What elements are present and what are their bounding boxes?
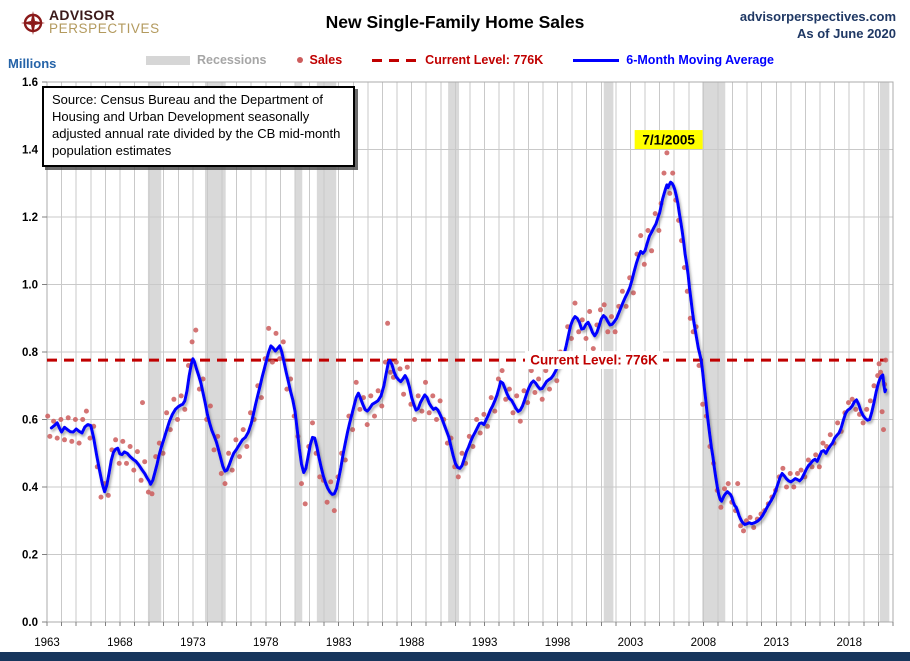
legend-swatch-line-icon bbox=[573, 58, 620, 62]
footer-bar bbox=[0, 652, 910, 661]
svg-text:1963: 1963 bbox=[34, 637, 60, 649]
svg-text:Current Level: 776K: Current Level: 776K bbox=[530, 353, 658, 368]
svg-text:7/1/2005: 7/1/2005 bbox=[642, 133, 695, 148]
header-right-block: advisorperspectives.com As of June 2020 bbox=[740, 8, 896, 42]
svg-text:0.8: 0.8 bbox=[22, 347, 39, 359]
moving-average-line bbox=[49, 180, 888, 526]
svg-text:1978: 1978 bbox=[253, 637, 279, 649]
svg-text:0.6: 0.6 bbox=[22, 415, 38, 427]
svg-text:1.4: 1.4 bbox=[22, 145, 39, 157]
source-annotation: Source: Census Bureau and the Department… bbox=[42, 86, 355, 167]
site-link[interactable]: advisorperspectives.com bbox=[739, 9, 896, 24]
current-level-label: Current Level: 776K bbox=[524, 351, 663, 370]
legend-label: Sales bbox=[309, 53, 343, 67]
as-of-date: As of June 2020 bbox=[797, 26, 896, 41]
sales-scatter bbox=[45, 150, 889, 534]
legend-item-recessions: Recessions bbox=[146, 53, 267, 67]
svg-text:2013: 2013 bbox=[764, 637, 790, 649]
svg-text:1.6: 1.6 bbox=[22, 77, 38, 89]
svg-text:0.2: 0.2 bbox=[22, 550, 38, 562]
svg-text:2018: 2018 bbox=[836, 637, 862, 649]
legend-label: 6-Month Moving Average bbox=[626, 53, 774, 67]
svg-text:1993: 1993 bbox=[472, 637, 498, 649]
legend-item-current-level-776k: Current Level: 776K bbox=[372, 53, 543, 67]
advisor-perspectives-logo: ADVISOR PERSPECTIVES bbox=[20, 7, 160, 36]
page-title: New Single-Family Home Sales bbox=[325, 12, 585, 32]
legend-item-6-month-moving-average: 6-Month Moving Average bbox=[573, 53, 774, 67]
chart-legend: Recessions Sales Current Level: 776K 6-Mont… bbox=[120, 53, 800, 67]
peak-annotation: 7/1/2005 bbox=[634, 130, 703, 150]
y-axis-units-label: Millions bbox=[8, 56, 57, 71]
legend-item-sales: Sales bbox=[296, 53, 343, 67]
legend-swatch-band-icon bbox=[146, 55, 191, 65]
svg-text:1968: 1968 bbox=[107, 637, 133, 649]
svg-text:1.0: 1.0 bbox=[22, 280, 38, 292]
svg-text:2008: 2008 bbox=[691, 637, 717, 649]
svg-text:1973: 1973 bbox=[180, 637, 206, 649]
svg-text:1.2: 1.2 bbox=[22, 212, 38, 224]
svg-text:0.0: 0.0 bbox=[22, 617, 38, 629]
legend-label: Current Level: 776K bbox=[425, 53, 544, 67]
legend-swatch-dot-icon bbox=[296, 57, 303, 63]
logo-perspectives-text: PERSPECTIVES bbox=[49, 21, 160, 36]
svg-text:2003: 2003 bbox=[618, 637, 644, 649]
x-axis-labels: 1963 1968 1973 1978 1983 1988 1993 1998 2003 2008… bbox=[34, 637, 862, 649]
legend-swatch-dash-icon bbox=[372, 58, 419, 62]
svg-text:0.4: 0.4 bbox=[22, 482, 39, 494]
svg-text:1988: 1988 bbox=[399, 637, 425, 649]
compass-rose-icon bbox=[21, 11, 45, 35]
svg-text:1998: 1998 bbox=[545, 637, 571, 649]
y-axis-labels: 0.0 0.2 0.4 0.6 0.8 1.0 1.2 1.4 1.6 bbox=[22, 77, 39, 629]
svg-text:1983: 1983 bbox=[326, 637, 352, 649]
logo-advisor-text: ADVISOR bbox=[49, 7, 115, 23]
gridlines bbox=[47, 82, 893, 622]
legend-label: Recessions bbox=[197, 53, 267, 67]
